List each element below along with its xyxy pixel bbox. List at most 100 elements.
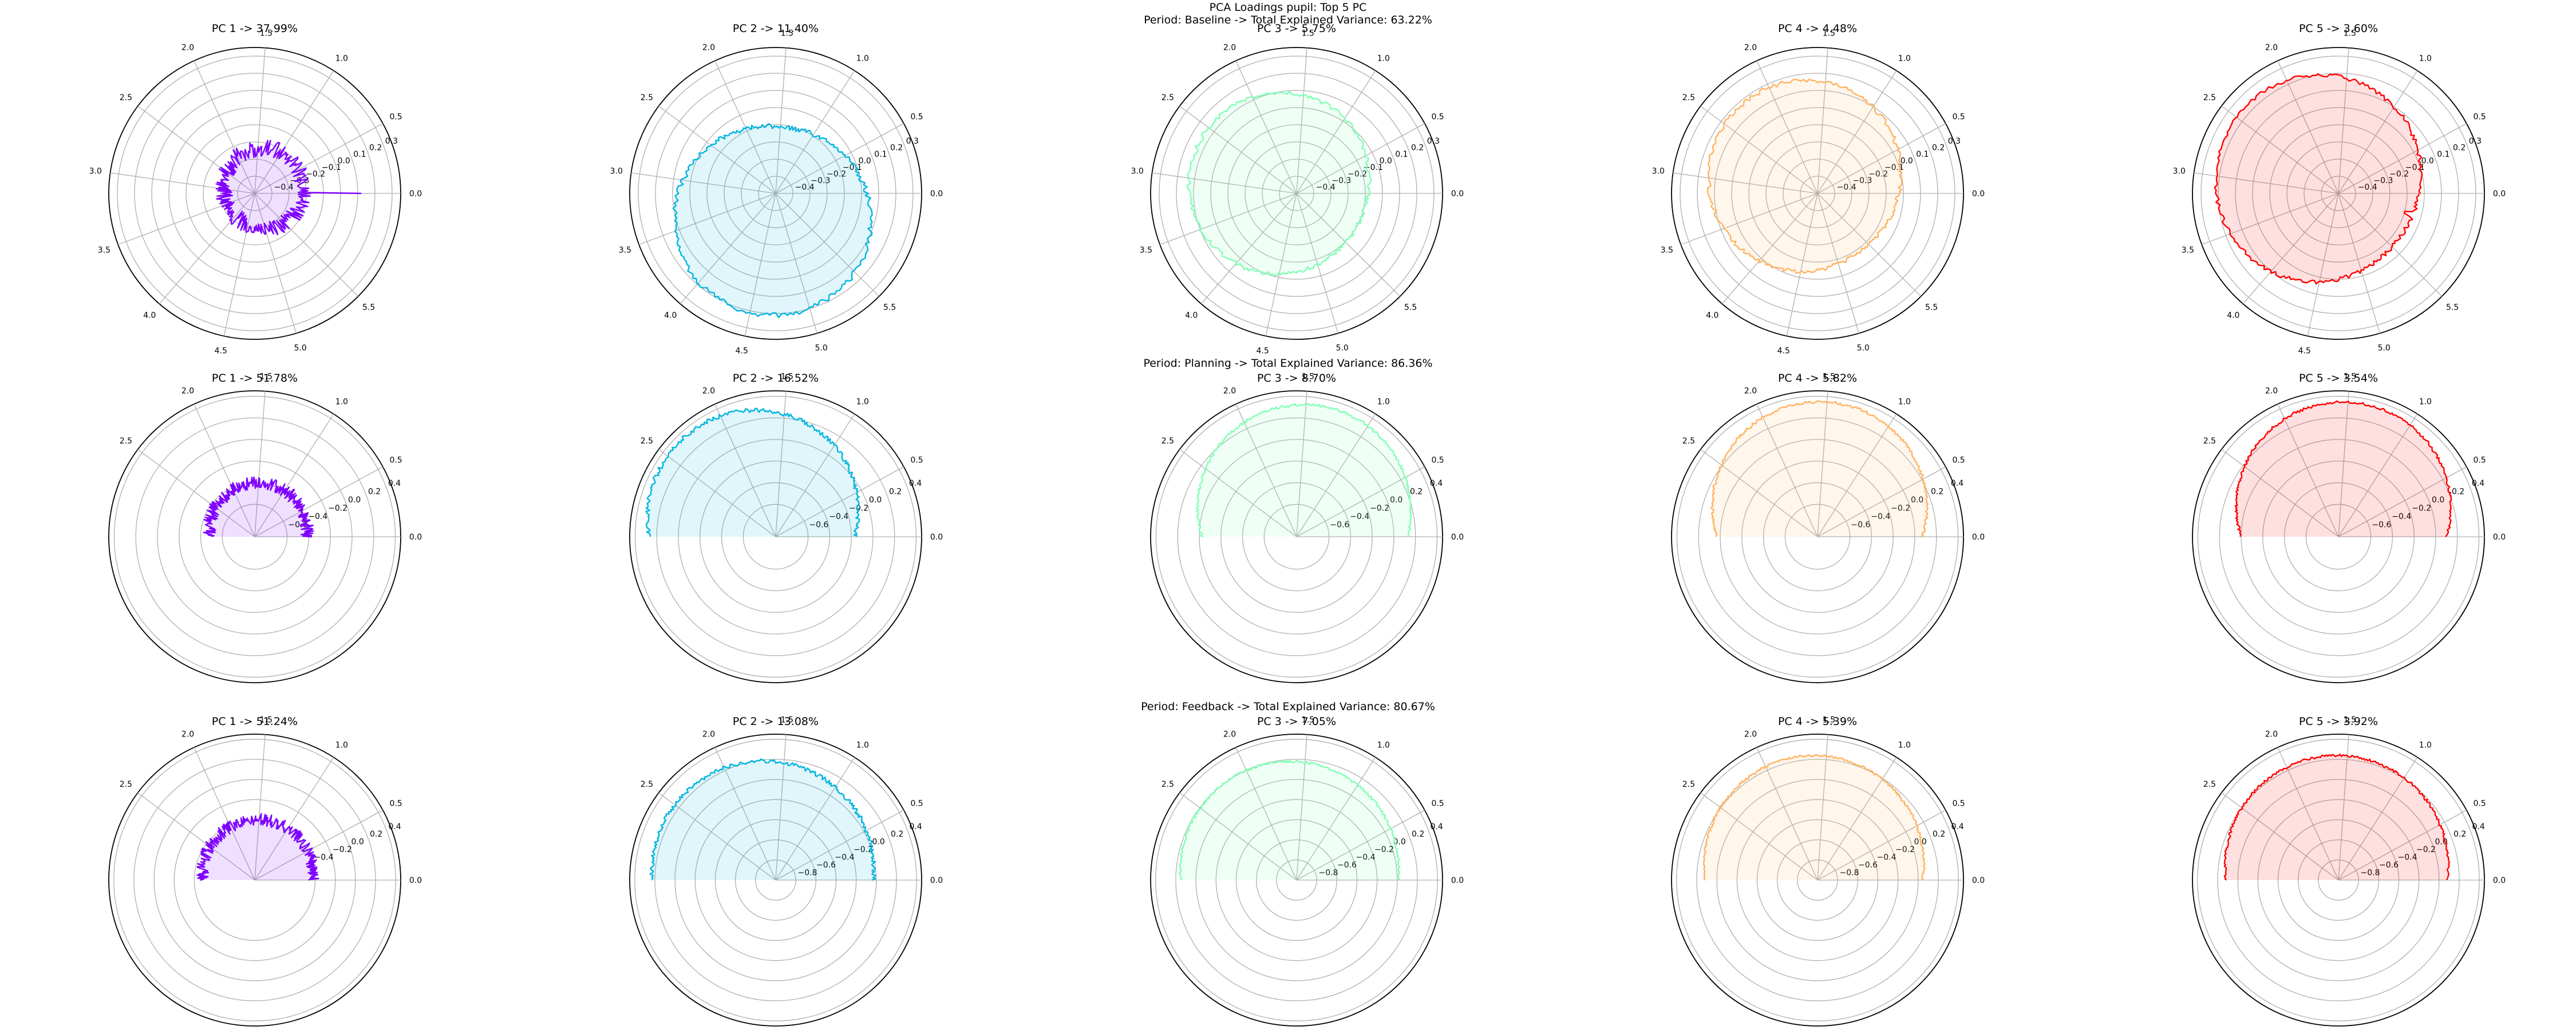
theta-tick-label: 2.0 bbox=[1744, 386, 1757, 395]
theta-tick-label: 0.0 bbox=[409, 876, 422, 885]
theta-tick-label: 0.5 bbox=[2473, 455, 2486, 465]
theta-tick-label: 1.5 bbox=[781, 29, 793, 38]
r-tick-label: 0.0 bbox=[1911, 496, 1923, 505]
r-tick-label: 0.0 bbox=[1380, 157, 1392, 166]
theta-grid-line bbox=[117, 193, 255, 245]
theta-grid-line bbox=[2338, 47, 2349, 194]
polar-plot-r0-c4: 0.0 0.5 1.0 1.5 2.0 2.5 3.0 3.5 4.0 4.5 5.0 5.5 −0.4… bbox=[2173, 29, 2506, 356]
theta-tick-label: 2.0 bbox=[1223, 730, 1236, 739]
theta-tick-label: 3.0 bbox=[1131, 167, 1144, 176]
theta-tick-label: 0.0 bbox=[409, 189, 422, 199]
r-tick-label: 0.2 bbox=[2453, 144, 2466, 153]
r-tick-label: −0.2 bbox=[1374, 845, 1394, 854]
loading-line bbox=[1702, 754, 1926, 881]
r-tick-label: 0.2 bbox=[889, 487, 902, 496]
theta-grid-line bbox=[254, 391, 266, 537]
theta-grid-line bbox=[775, 466, 904, 537]
r-tick-label: 0.2 bbox=[1932, 144, 1945, 153]
theta-tick-label: 2.0 bbox=[1744, 43, 1757, 52]
r-tick-label: 0.2 bbox=[1933, 830, 1945, 839]
theta-grid-line bbox=[775, 734, 787, 881]
r-tick-label: 0.4 bbox=[2472, 479, 2484, 488]
r-tick-label: 0.0 bbox=[1390, 496, 1402, 505]
r-tick-label: −0.2 bbox=[2389, 170, 2409, 179]
theta-grid-line bbox=[1296, 70, 1376, 194]
theta-grid-line bbox=[1817, 414, 1897, 537]
row-title-feedback: Period: Feedback -> Total Explained Vari… bbox=[1141, 700, 1435, 713]
subplot-title: PC 3 -> 8.70% bbox=[1257, 372, 1337, 385]
theta-tick-label: 3.5 bbox=[2182, 246, 2194, 255]
polar-plot-r0-c0: 0.0 0.5 1.0 1.5 2.0 2.5 3.0 3.5 4.0 4.5 5.0 5.5 −0.4… bbox=[89, 29, 422, 356]
theta-tick-label: 1.0 bbox=[335, 398, 348, 407]
theta-grid-line bbox=[1700, 449, 1818, 537]
theta-tick-label: 5.0 bbox=[815, 343, 828, 352]
r-tick-label: −0.2 bbox=[1348, 170, 1367, 179]
r-tick-label: 0.3 bbox=[1427, 137, 1440, 146]
theta-grid-line bbox=[1756, 403, 1818, 537]
theta-tick-label: 0.5 bbox=[910, 455, 923, 465]
theta-tick-label: 3.0 bbox=[89, 167, 102, 176]
loading-fill bbox=[1179, 760, 1400, 880]
subplot-title: PC 4 -> 5.82% bbox=[1777, 372, 1858, 385]
theta-grid-line bbox=[2307, 193, 2339, 336]
theta-tick-label: 3.0 bbox=[610, 167, 623, 176]
r-tick-label: −0.2 bbox=[1891, 504, 1910, 513]
theta-tick-label: 2.5 bbox=[120, 780, 132, 789]
theta-grid-line bbox=[2277, 60, 2339, 194]
r-tick-label: 0.4 bbox=[1951, 479, 1963, 488]
r-tick-label: −0.2 bbox=[854, 845, 873, 854]
theta-tick-label: 4.0 bbox=[143, 311, 156, 320]
r-tick-label: 0.4 bbox=[388, 479, 401, 488]
theta-grid-line bbox=[775, 123, 904, 194]
theta-tick-label: 1.0 bbox=[1377, 741, 1390, 750]
loading-line bbox=[2223, 754, 2450, 881]
theta-tick-label: 2.0 bbox=[2265, 730, 2278, 739]
theta-grid-line bbox=[2277, 403, 2339, 537]
theta-grid-line bbox=[1817, 734, 1828, 881]
theta-tick-label: 0.5 bbox=[1431, 112, 1444, 121]
theta-tick-label: 1.5 bbox=[260, 373, 272, 382]
theta-grid-line bbox=[1235, 60, 1297, 194]
theta-grid-line bbox=[1296, 193, 1401, 297]
theta-tick-label: 1.0 bbox=[1898, 741, 1911, 750]
theta-grid-line bbox=[1817, 123, 1946, 194]
loading-line bbox=[1706, 78, 1903, 274]
theta-tick-label: 1.5 bbox=[1823, 373, 1835, 382]
subplot-title: PC 1 -> 37.99% bbox=[211, 22, 298, 35]
r-tick-label: 0.2 bbox=[370, 830, 382, 839]
theta-tick-label: 2.5 bbox=[641, 780, 653, 789]
r-tick-label: −0.4 bbox=[274, 183, 294, 192]
subplot-title: PC 2 -> 13.08% bbox=[732, 715, 819, 728]
theta-tick-label: 0.0 bbox=[2493, 533, 2506, 542]
r-tick-label: −0.6 bbox=[1337, 861, 1357, 870]
theta-tick-label: 2.5 bbox=[641, 437, 653, 446]
r-tick-label: −0.4 bbox=[2392, 512, 2411, 521]
theta-grid-line bbox=[193, 403, 255, 537]
loading-fill bbox=[673, 124, 872, 318]
theta-tick-label: 1.0 bbox=[2419, 398, 2432, 407]
loading-fill bbox=[650, 759, 876, 880]
theta-grid-line bbox=[1817, 391, 1828, 537]
r-tick-label: 0.0 bbox=[348, 496, 361, 505]
r-tick-label: 0.2 bbox=[1410, 487, 1423, 496]
loading-line bbox=[1195, 403, 1412, 538]
theta-grid-line bbox=[193, 60, 255, 194]
theta-grid-line bbox=[714, 60, 776, 194]
r-tick-label: 0.2 bbox=[1412, 830, 1424, 839]
theta-tick-label: 5.5 bbox=[2446, 303, 2459, 312]
theta-tick-label: 0.0 bbox=[1972, 876, 1985, 885]
theta-grid-line bbox=[1817, 757, 1897, 881]
theta-tick-label: 1.0 bbox=[1377, 54, 1390, 64]
theta-tick-label: 1.5 bbox=[1823, 29, 1835, 38]
theta-tick-label: 1.5 bbox=[1302, 716, 1314, 725]
r-tick-label: 0.1 bbox=[353, 150, 366, 159]
theta-grid-line bbox=[1817, 466, 1946, 537]
theta-grid-line bbox=[254, 193, 297, 334]
r-tick-label: 0.2 bbox=[1931, 487, 1943, 496]
theta-grid-line bbox=[1817, 193, 1922, 297]
r-tick-label: −0.2 bbox=[2412, 504, 2431, 513]
subplot-title: PC 5 -> 3.92% bbox=[2298, 715, 2379, 728]
theta-tick-label: 2.5 bbox=[1682, 780, 1695, 789]
subplot-title: PC 1 -> 51.78% bbox=[211, 372, 298, 385]
